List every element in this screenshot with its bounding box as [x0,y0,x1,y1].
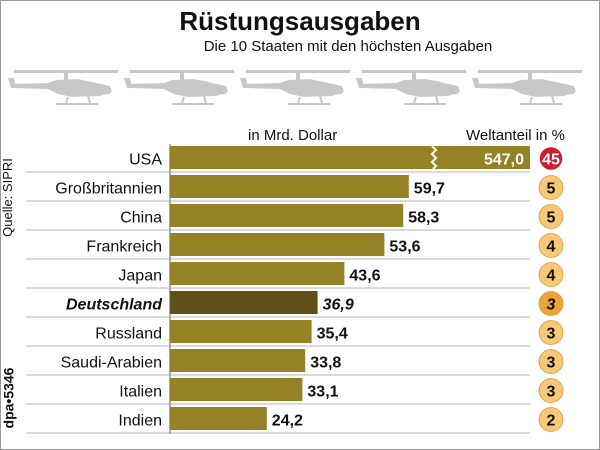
helicopter-icon [124,70,234,105]
share-bubble [538,378,564,403]
share-bubble [538,291,564,316]
category-label: USA [129,152,162,169]
unit-label: in Mrd. Dollar [248,127,338,144]
share-value: 5 [547,210,556,227]
bar [170,204,404,227]
category-label: Indien [118,413,162,430]
bar [170,349,306,372]
category-label: Russland [95,326,162,343]
bar [170,175,409,198]
share-value: 4 [547,268,556,285]
share-bubble [538,349,564,374]
value-label: 33,8 [310,355,341,372]
value-label: 35,4 [317,326,348,343]
category-label: Saudi-Arabien [61,355,162,372]
share-value: 3 [547,355,556,372]
bar [170,407,267,430]
share-value: 3 [547,326,556,343]
category-label: Deutschland [66,297,163,314]
world-share-label: Weltanteil in % [466,127,565,144]
bar [170,320,312,343]
category-label: Italien [119,384,162,401]
value-label: 33,1 [307,384,338,401]
share-value: 2 [547,413,556,430]
zigzag-break-icon [430,145,438,170]
share-value: 3 [547,384,556,401]
share-value: 4 [547,239,556,256]
value-label: 58,3 [408,210,439,227]
share-bubble [538,407,564,432]
helicopter-icon [356,70,466,105]
bar [170,291,318,314]
bar [170,378,303,401]
bar [170,262,345,285]
helicopter-icon [8,70,118,105]
helicopter-row [0,66,600,110]
chart-subtitle: Die 10 Staaten mit den höchsten Ausgaben [203,38,493,55]
share-value: 45 [542,152,560,169]
share-bubble [538,233,564,258]
category-label: Großbritannien [55,181,162,198]
helicopter-icon [472,70,582,105]
value-label: 59,7 [414,181,445,198]
share-bubble [538,145,564,172]
share-bubble [538,204,564,229]
category-label: Japan [118,268,162,285]
category-label: China [120,210,162,227]
bar [170,233,385,256]
helicopter-icon [240,70,350,105]
bar [170,146,530,169]
category-label: Frankreich [86,239,162,256]
value-label: 547,0 [484,152,524,169]
value-label: 43,6 [349,268,380,285]
share-value: 5 [547,181,556,198]
share-value: 3 [547,297,556,314]
share-bubble [538,320,564,345]
value-label: 53,6 [389,239,420,256]
chart-title: Rüstungsausgaben [179,6,421,36]
value-label: 24,2 [272,413,303,430]
share-bubble [538,262,564,287]
share-bubble [538,175,564,200]
value-label: 36,9 [323,297,354,314]
